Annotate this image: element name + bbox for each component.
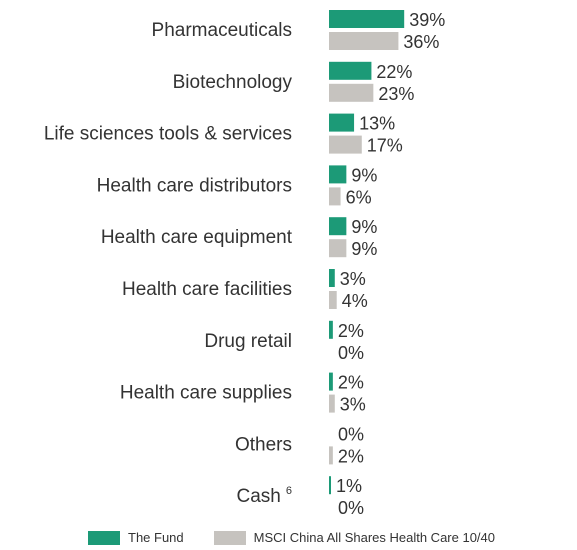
legend-item-fund: The Fund bbox=[88, 530, 184, 545]
category-label-health-care-supplies: Health care supplies bbox=[120, 383, 292, 404]
legend-item-benchmark: MSCI China All Shares Health Care 10/40 bbox=[213, 530, 496, 545]
fund-value-label-drug-retail: 2% bbox=[338, 321, 364, 341]
benchmark-value-label-others: 2% bbox=[338, 446, 364, 466]
benchmark-value-label-health-care-equipment: 9% bbox=[351, 239, 377, 259]
fund-bar-pharmaceuticals bbox=[329, 10, 405, 28]
category-label-biotechnology: Biotechnology bbox=[173, 72, 293, 93]
fund-bar-health-care-equipment bbox=[329, 217, 347, 236]
category-label-health-care-equipment: Health care equipment bbox=[101, 227, 293, 248]
benchmark-bar-health-care-distributors bbox=[329, 187, 341, 206]
fund-bar-health-care-supplies bbox=[329, 372, 333, 391]
fund-bar-cash bbox=[329, 476, 331, 495]
category-label-health-care-facilities: Health care facilities bbox=[122, 279, 292, 300]
fund-value-label-health-care-equipment: 9% bbox=[351, 217, 377, 237]
category-label-health-care-distributors: Health care distributors bbox=[97, 175, 292, 196]
labels-layer: Pharmaceuticals 39%36% Biotechnology 22%23%… bbox=[44, 10, 445, 518]
benchmark-bar-others bbox=[329, 446, 333, 465]
fund-value-label-life-sciences-tools-services: 13% bbox=[359, 114, 395, 134]
category-label-cash: Cash 6 bbox=[237, 485, 292, 507]
benchmark-bar-life-sciences-tools-services bbox=[329, 135, 362, 154]
fund-value-label-health-care-facilities: 3% bbox=[340, 269, 366, 289]
bars-layer bbox=[329, 10, 405, 495]
fund-bar-drug-retail bbox=[329, 320, 333, 339]
benchmark-value-label-cash: 0% bbox=[338, 498, 364, 518]
benchmark-value-label-pharmaceuticals: 36% bbox=[403, 32, 439, 52]
category-label-life-sciences-tools-services: Life sciences tools & services bbox=[44, 124, 292, 145]
benchmark-bar-health-care-supplies bbox=[329, 394, 335, 413]
footnote-marker: 6 bbox=[286, 485, 292, 497]
fund-value-label-pharmaceuticals: 39% bbox=[409, 10, 445, 30]
fund-value-label-biotechnology: 22% bbox=[376, 62, 412, 82]
benchmark-bar-biotechnology bbox=[329, 83, 374, 102]
fund-bar-health-care-distributors bbox=[329, 165, 347, 184]
benchmark-value-label-biotechnology: 23% bbox=[378, 84, 414, 104]
benchmark-bar-pharmaceuticals bbox=[329, 32, 399, 50]
fund-value-label-cash: 1% bbox=[336, 476, 362, 496]
benchmark-value-label-drug-retail: 0% bbox=[338, 343, 364, 363]
sector-allocation-chart: Pharmaceuticals 39%36% Biotechnology 22%23%… bbox=[44, 10, 445, 518]
fund-bar-health-care-facilities bbox=[329, 269, 335, 287]
fund-value-label-health-care-supplies: 2% bbox=[338, 373, 364, 393]
legend-swatch-benchmark bbox=[213, 530, 246, 545]
fund-value-label-others: 0% bbox=[338, 424, 364, 444]
fund-bar-life-sciences-tools-services bbox=[329, 113, 355, 132]
category-label-drug-retail: Drug retail bbox=[204, 331, 292, 352]
fund-value-label-health-care-distributors: 9% bbox=[351, 165, 377, 185]
legend-label-fund: The Fund bbox=[128, 530, 184, 545]
benchmark-bar-health-care-equipment bbox=[329, 239, 347, 258]
category-label-others: Others bbox=[235, 434, 292, 455]
benchmark-value-label-health-care-supplies: 3% bbox=[340, 395, 366, 415]
category-label-pharmaceuticals: Pharmaceuticals bbox=[152, 20, 292, 41]
chart-legend: The Fund MSCI China All Shares Health Ca… bbox=[88, 530, 495, 545]
legend-label-benchmark: MSCI China All Shares Health Care 10/40 bbox=[253, 530, 496, 545]
benchmark-value-label-health-care-facilities: 4% bbox=[342, 291, 368, 311]
fund-bar-biotechnology bbox=[329, 61, 372, 80]
benchmark-bar-health-care-facilities bbox=[329, 291, 337, 309]
benchmark-value-label-life-sciences-tools-services: 17% bbox=[367, 136, 403, 156]
benchmark-value-label-health-care-distributors: 6% bbox=[346, 187, 372, 207]
legend-swatch-fund bbox=[88, 530, 120, 545]
